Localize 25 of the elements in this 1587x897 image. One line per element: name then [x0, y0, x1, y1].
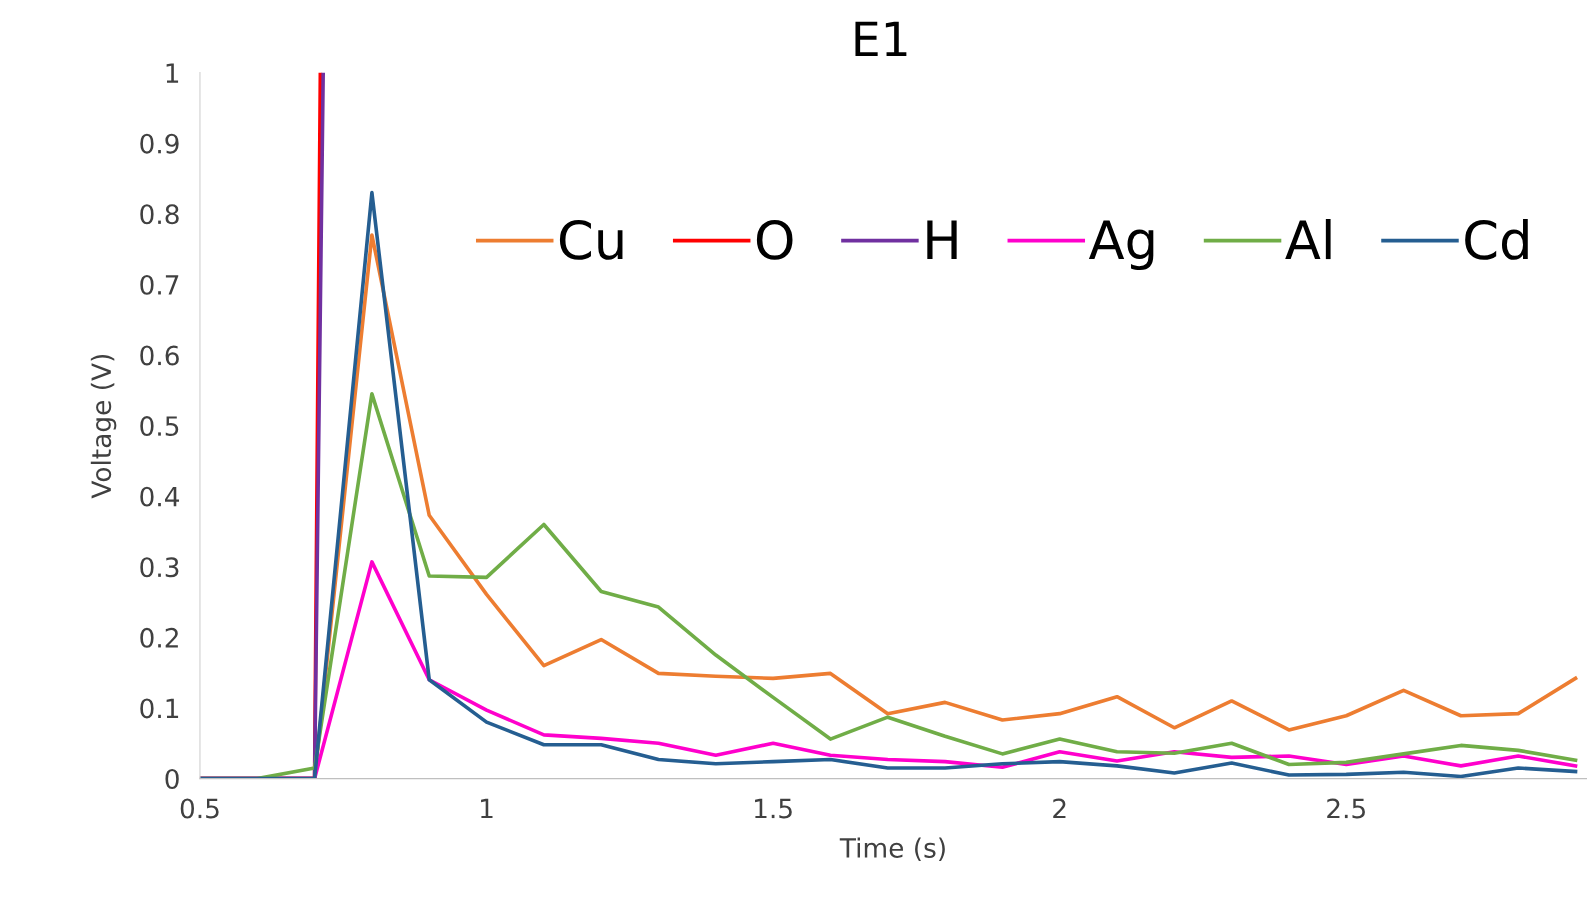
y-tick-label: 1	[166, 63, 179, 83]
x-axis-title: Time (s)	[839, 837, 945, 861]
legend-label: H	[927, 220, 957, 260]
y-tick-label: 0.6	[140, 345, 179, 366]
y-tick-label: 0.2	[140, 627, 178, 648]
y-tick-label: 0.1	[140, 698, 179, 719]
y-tick-label: 0.4	[140, 486, 180, 507]
legend-label: Ag	[1088, 220, 1154, 271]
y-tick-label: 0.7	[140, 274, 179, 295]
y-tick-label: 0.9	[140, 133, 179, 154]
x-tick-label: 1	[481, 798, 493, 819]
legend-label: Cu	[559, 219, 623, 260]
y-axis-title: Voltage (V)	[90, 354, 117, 499]
x-tick-label: 0.5	[180, 798, 219, 819]
y-tick-label: 0.5	[140, 416, 179, 437]
y-tick-label: 0	[165, 769, 179, 789]
legend-label: Cd	[1465, 218, 1528, 260]
x-tick-label: 2.5	[1327, 798, 1365, 819]
x-tick-label: 2	[1053, 798, 1066, 819]
legend-label: O	[756, 219, 793, 260]
y-tick-label: 0.3	[140, 557, 179, 578]
legend-label: Al	[1285, 218, 1331, 260]
chart-title: E1	[855, 21, 907, 57]
y-tick-label: 0.8	[140, 204, 179, 225]
x-tick-label: 1.5	[755, 798, 792, 819]
